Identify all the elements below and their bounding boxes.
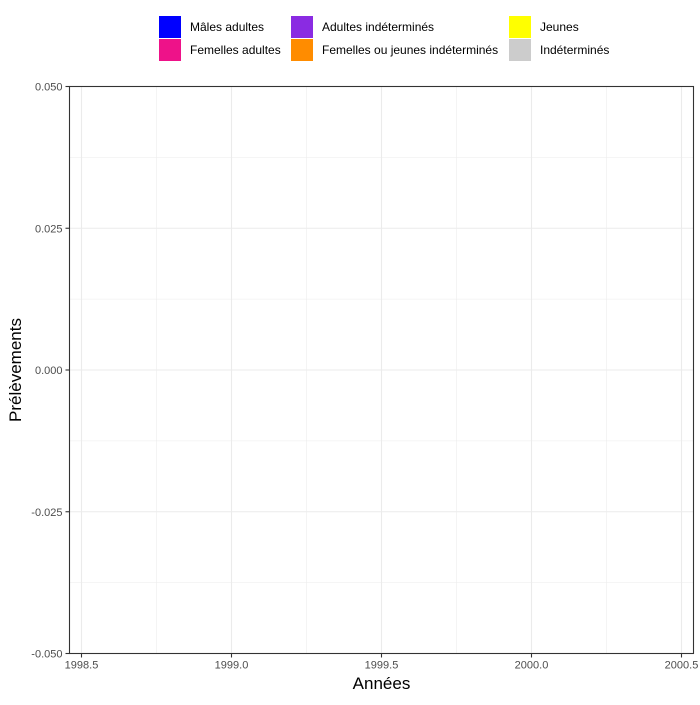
x-axis-title: Années <box>353 674 411 693</box>
legend-key <box>509 39 531 61</box>
legend-key <box>291 16 313 38</box>
y-tick-label: 0.000 <box>35 365 63 377</box>
y-tick-label: 0.025 <box>35 223 63 235</box>
x-tick-label: 1998.5 <box>65 660 99 672</box>
x-tick-label: 1999.5 <box>365 660 399 672</box>
legend-label: Mâles adultes <box>190 20 264 34</box>
legend-label: Adultes indéterminés <box>322 20 434 34</box>
x-tick-label: 2000.5 <box>665 660 699 672</box>
legend-label: Indéterminés <box>540 43 609 57</box>
legend-key <box>509 16 531 38</box>
legend-label: Femelles adultes <box>190 43 281 57</box>
legend-key <box>159 39 181 61</box>
legend-label: Femelles ou jeunes indéterminés <box>322 43 498 57</box>
x-tick-label: 1999.0 <box>215 660 249 672</box>
legend-label: Jeunes <box>540 20 579 34</box>
y-tick-label: 0.050 <box>35 82 63 94</box>
legend-key <box>159 16 181 38</box>
legend-key <box>291 39 313 61</box>
y-tick-label: -0.050 <box>31 649 62 661</box>
x-tick-label: 2000.0 <box>515 660 549 672</box>
y-axis-title: Prélèvements <box>6 318 25 422</box>
y-tick-label: -0.025 <box>31 507 62 519</box>
